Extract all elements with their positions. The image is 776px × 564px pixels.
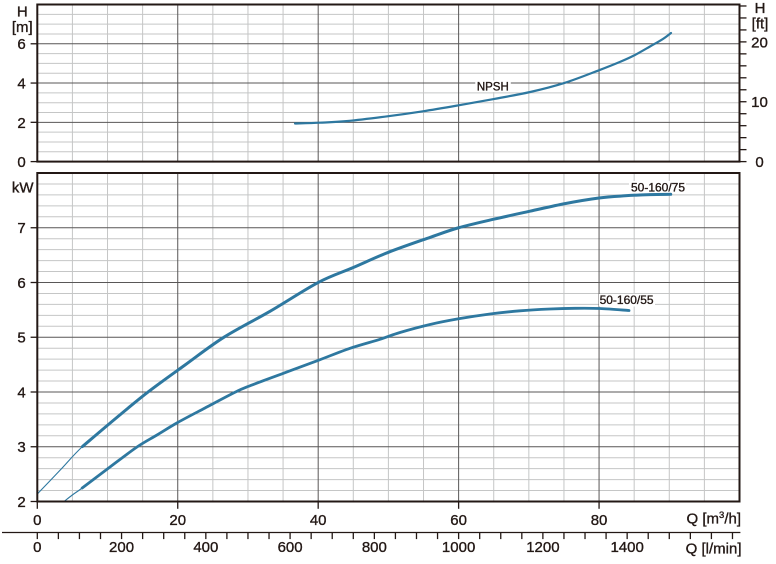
svg-text:80: 80 — [591, 512, 608, 529]
svg-text:0: 0 — [33, 539, 41, 556]
svg-text:Q [m3/h]: Q [m3/h] — [687, 510, 741, 528]
svg-text:5: 5 — [17, 330, 25, 347]
svg-text:1400: 1400 — [610, 539, 643, 556]
svg-text:3: 3 — [17, 439, 25, 456]
svg-text:600: 600 — [278, 539, 303, 556]
svg-text:60: 60 — [450, 512, 467, 529]
svg-text:[ft]: [ft] — [752, 15, 769, 32]
svg-text:200: 200 — [109, 539, 134, 556]
svg-text:4: 4 — [17, 76, 25, 93]
svg-text:7: 7 — [17, 220, 25, 237]
svg-text:50-160/75: 50-160/75 — [631, 180, 685, 194]
svg-text:H: H — [17, 4, 28, 21]
svg-text:20: 20 — [169, 512, 186, 529]
svg-text:[m]: [m] — [12, 19, 33, 36]
svg-text:2: 2 — [17, 115, 25, 132]
svg-text:40: 40 — [310, 512, 327, 529]
svg-text:0: 0 — [17, 154, 25, 171]
svg-text:kW: kW — [12, 180, 35, 197]
svg-text:NPSH: NPSH — [477, 81, 509, 93]
svg-text:20: 20 — [751, 34, 768, 51]
svg-text:400: 400 — [193, 539, 218, 556]
svg-text:800: 800 — [362, 539, 387, 556]
svg-text:2: 2 — [17, 494, 25, 511]
svg-text:4: 4 — [17, 384, 25, 401]
svg-text:1000: 1000 — [442, 539, 475, 556]
svg-text:6: 6 — [17, 36, 25, 53]
svg-text:0: 0 — [33, 512, 41, 529]
svg-text:50-160/55: 50-160/55 — [600, 293, 654, 307]
svg-text:10: 10 — [751, 94, 768, 111]
svg-text:0: 0 — [755, 154, 763, 171]
svg-text:6: 6 — [17, 275, 25, 292]
svg-text:1200: 1200 — [526, 539, 559, 556]
svg-text:H: H — [755, 0, 766, 17]
svg-text:Q [l/min]: Q [l/min] — [686, 541, 742, 558]
